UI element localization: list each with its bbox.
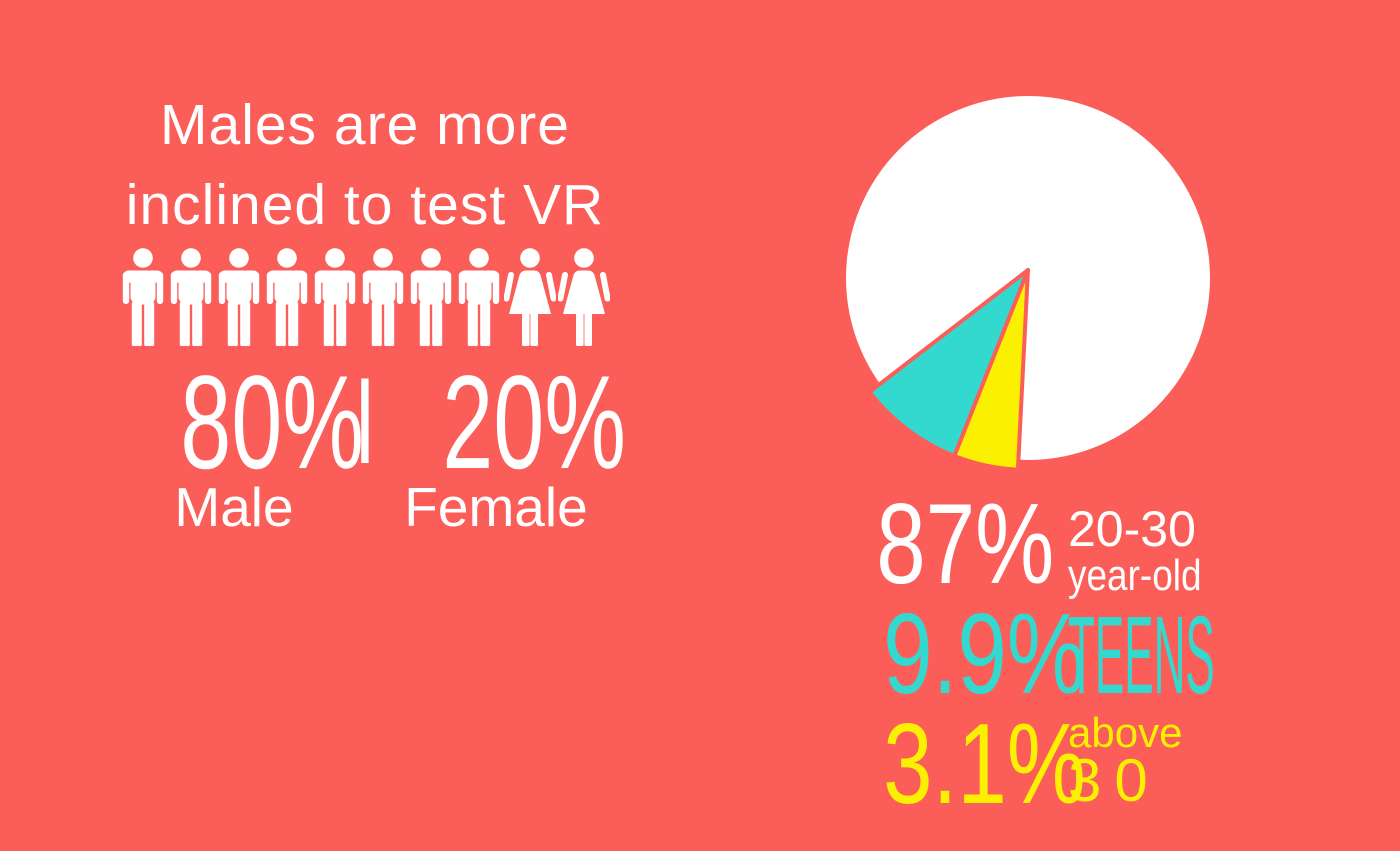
male-person-icon: [216, 248, 262, 348]
male-percentage-text: 80%: [180, 349, 364, 497]
male-person-icon: [168, 248, 214, 348]
stat-value-teens: 9.9%: [826, 598, 1086, 712]
male-label: Male: [174, 476, 294, 538]
stat-row-teens: 9.9% TEENS: [826, 598, 1266, 712]
stat-label-20-30-line2: year-old: [1068, 551, 1202, 600]
pie-slice-above-30: [952, 268, 1030, 472]
age-pie-chart: [846, 96, 1210, 472]
male-person-icon: [408, 248, 454, 348]
pie-slice-teens: [867, 268, 1030, 458]
gender-section: Males are more inclined to test VR 80% |…: [115, 85, 626, 535]
stat-value-20-30: 87%: [826, 488, 1054, 602]
stat-row-above-30: 3.1% above 30: [826, 708, 1266, 822]
divider-bar: |: [353, 364, 377, 464]
stat-label-above-30: above 30: [1068, 709, 1183, 814]
female-percentage: 20%: [401, 357, 626, 490]
stat-label-teens: TEENS: [1068, 594, 1215, 717]
male-person-icon: [120, 248, 166, 348]
stat-label-20-30: 20-30 year-old: [1068, 501, 1227, 600]
male-person-icon: [312, 248, 358, 348]
gender-pictogram: [115, 248, 615, 350]
gender-labels-row: Male Female: [115, 480, 615, 535]
male-person-icon: [360, 248, 406, 348]
section-title: Males are more inclined to test VR: [115, 85, 615, 245]
male-person-icon: [264, 248, 310, 348]
age-stats: 87% 20-30 year-old 9.9% TEENS 3.1% above…: [826, 488, 1266, 822]
female-percentage-text: 20%: [442, 349, 626, 497]
stat-value-teens-text: 9.9%: [883, 591, 1086, 718]
title-line-2: inclined to test VR: [125, 173, 605, 237]
stat-value-above-30-text: 3.1%: [883, 701, 1086, 828]
stat-label-teens-box: TEENS: [1068, 598, 1400, 711]
title-line-1: Males are more: [160, 93, 570, 157]
stat-value-20-30-text: 87%: [876, 481, 1055, 608]
female-person-icon: [504, 248, 556, 348]
female-label: Female: [404, 476, 588, 538]
gender-ratio-row: 80% | 20%: [115, 357, 626, 490]
stat-label-20-30-line1: 20-30: [1068, 501, 1196, 557]
stat-label-above-30-line1: above: [1068, 709, 1183, 756]
stat-row-20-30: 87% 20-30 year-old: [826, 488, 1266, 602]
female-person-icon: [558, 248, 610, 348]
stat-label-above-30-line2: 30: [1068, 747, 1161, 814]
male-percentage: 80%: [139, 357, 364, 490]
male-person-icon: [456, 248, 502, 348]
stat-value-above-30: 3.1%: [826, 708, 1086, 822]
